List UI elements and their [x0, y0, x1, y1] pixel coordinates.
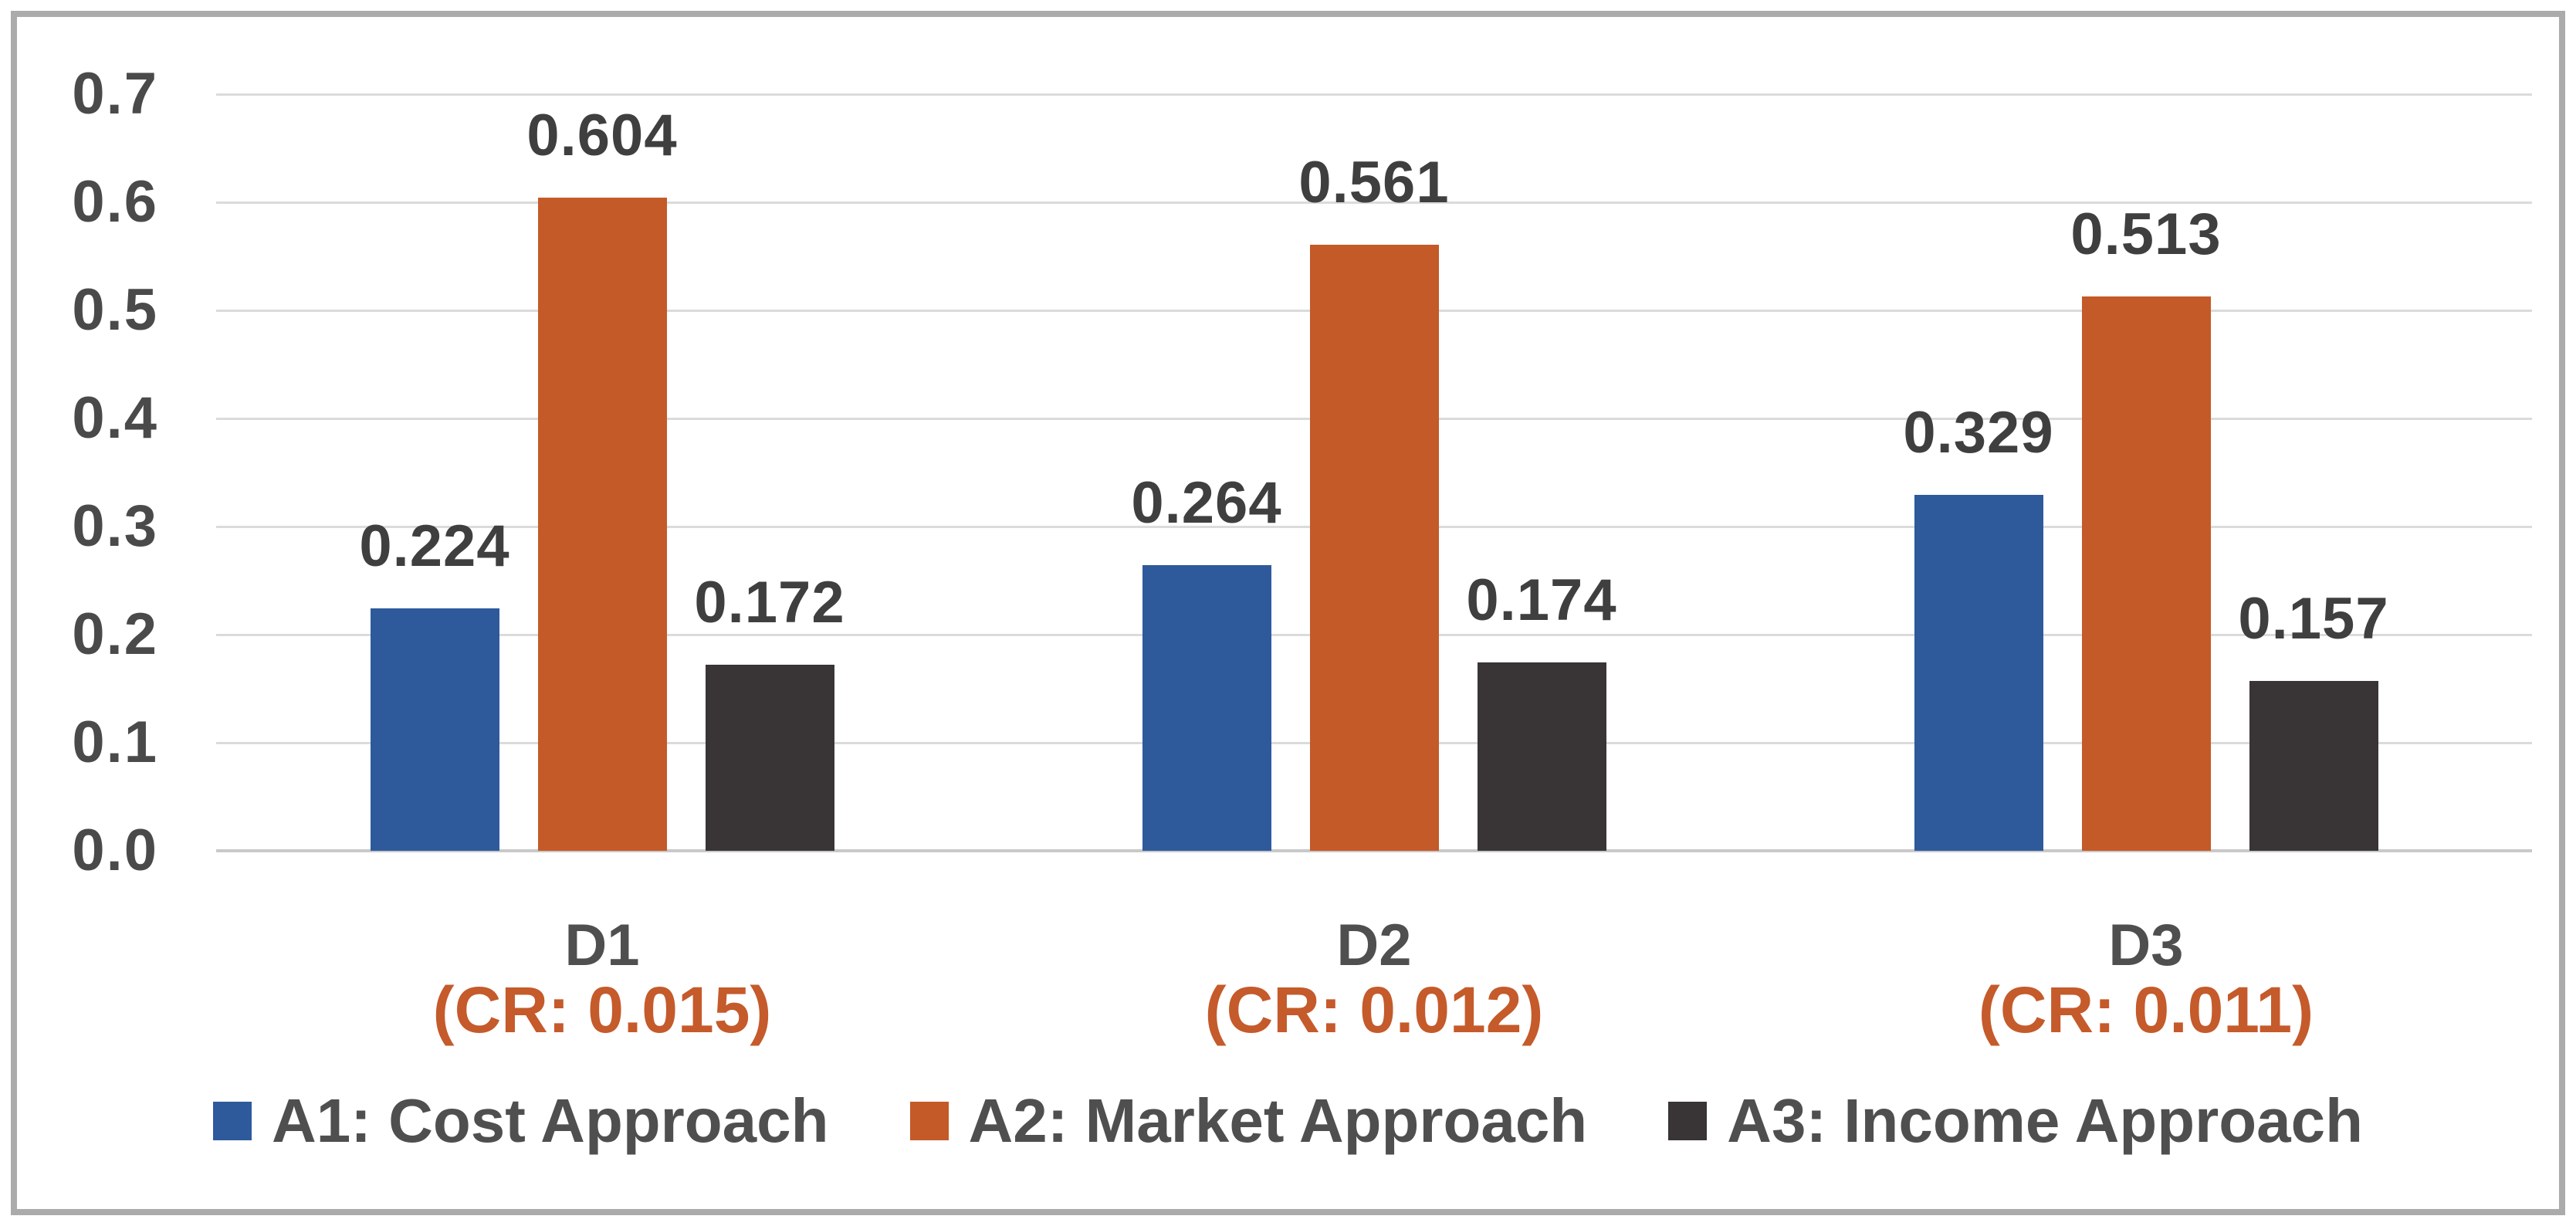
legend: A1: Cost Approach A2: Market Approach A3: … [0, 1082, 2576, 1160]
y-axis-tick-label: 0.3 [72, 493, 158, 559]
bar [1309, 244, 1439, 851]
y-axis-tick-label: 0.0 [72, 818, 158, 883]
legend-item: A3: Income Approach [1668, 1082, 2363, 1160]
gridline [216, 202, 2532, 204]
value-label: 0.224 [359, 513, 510, 580]
bar [1914, 495, 2043, 851]
y-axis-tick-label: 0.2 [72, 601, 158, 667]
legend-swatch [909, 1102, 949, 1140]
value-label: 0.513 [2070, 201, 2222, 267]
bar [370, 608, 499, 851]
value-label: 0.604 [526, 103, 678, 169]
category-cr-label: (CR: 0.012) [1204, 974, 1544, 1046]
category-label: D2 [1336, 913, 1412, 978]
category-cr-label: (CR: 0.015) [432, 974, 772, 1046]
category-label: D1 [564, 913, 640, 978]
category-cr-label: (CR: 0.011) [1978, 974, 2314, 1046]
bar [537, 198, 667, 851]
bar [2081, 296, 2211, 851]
value-label: 0.172 [694, 570, 845, 636]
legend-label: A3: Income Approach [1727, 1086, 2363, 1155]
legend-swatch [1668, 1102, 1708, 1140]
bar [1477, 662, 1606, 851]
legend-item: A2: Market Approach [909, 1082, 1588, 1160]
y-axis-tick-label: 0.6 [72, 169, 158, 235]
value-label: 0.561 [1298, 149, 1450, 215]
x-axis-line [216, 849, 2532, 852]
value-label: 0.264 [1131, 470, 1282, 537]
value-label: 0.174 [1466, 567, 1617, 634]
gridline [216, 93, 2532, 96]
bar [2249, 681, 2378, 851]
y-axis-tick-label: 0.5 [72, 277, 158, 343]
y-axis-tick-label: 0.4 [72, 385, 158, 451]
legend-swatch [213, 1102, 252, 1140]
legend-label: A2: Market Approach [968, 1086, 1588, 1155]
value-label: 0.329 [1903, 400, 2054, 466]
category-label: D3 [2108, 913, 2184, 978]
y-axis-tick-label: 0.1 [72, 710, 158, 775]
bar [1142, 565, 1271, 851]
legend-label: A1: Cost Approach [272, 1086, 829, 1155]
legend-item: A1: Cost Approach [213, 1082, 829, 1160]
y-axis-tick-label: 0.7 [72, 61, 158, 127]
bar [705, 665, 834, 851]
value-label: 0.157 [2238, 586, 2389, 652]
